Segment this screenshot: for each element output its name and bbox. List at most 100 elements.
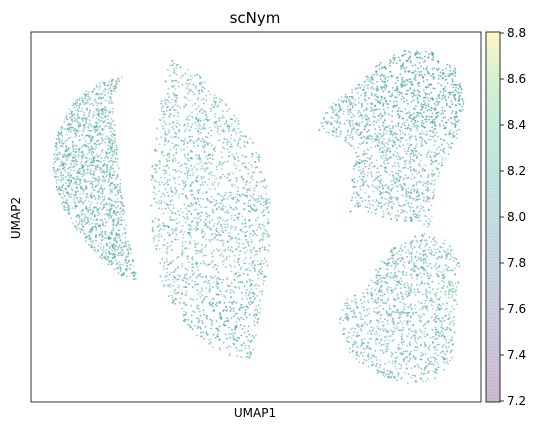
umap-point [371, 135, 374, 138]
umap-point [91, 164, 93, 167]
umap-point [408, 78, 411, 81]
umap-point [422, 193, 424, 196]
umap-point [100, 233, 103, 236]
umap-point [228, 154, 230, 157]
umap-point [233, 343, 236, 346]
umap-point [116, 236, 119, 238]
umap-point [195, 261, 198, 264]
umap-point [195, 73, 198, 76]
umap-point [234, 214, 237, 217]
umap-point [389, 139, 392, 142]
umap-point [66, 199, 68, 202]
umap-point [96, 85, 98, 88]
umap-point [157, 239, 160, 242]
umap-point [175, 101, 177, 103]
umap-point [364, 126, 366, 128]
umap-point [345, 136, 347, 139]
umap-point [230, 214, 233, 217]
umap-point [162, 105, 164, 108]
umap-point [251, 224, 254, 227]
umap-point [62, 190, 65, 192]
umap-point [404, 67, 406, 70]
umap-point [72, 199, 75, 201]
umap-point [255, 250, 257, 253]
umap-point [250, 288, 253, 291]
umap-point [355, 156, 358, 158]
umap-point [240, 292, 243, 294]
umap-point [237, 156, 239, 159]
umap-point [254, 199, 257, 202]
umap-point [401, 194, 404, 197]
umap-point [235, 346, 238, 349]
umap-point [359, 169, 362, 172]
umap-point [120, 246, 123, 249]
umap-point [74, 226, 77, 229]
umap-point [375, 171, 378, 174]
umap-point [364, 84, 366, 86]
umap-point [431, 120, 434, 123]
umap-point [454, 89, 457, 92]
umap-point [218, 133, 221, 136]
umap-point [164, 169, 167, 172]
umap-point [263, 209, 265, 212]
umap-point [101, 139, 104, 142]
umap-point [152, 240, 155, 243]
umap-point [391, 139, 394, 142]
umap-point [100, 171, 103, 174]
umap-point [116, 263, 119, 266]
umap-point [87, 209, 90, 211]
umap-point [129, 248, 132, 250]
umap-point [210, 323, 213, 326]
umap-point [458, 96, 461, 98]
umap-point [218, 163, 221, 166]
umap-point [216, 248, 218, 251]
umap-point [201, 248, 204, 251]
umap-point [440, 112, 443, 115]
umap-point [223, 295, 225, 297]
umap-point [262, 204, 265, 207]
umap-point [187, 323, 189, 326]
umap-point [94, 249, 96, 252]
umap-point [151, 165, 154, 168]
umap-point [111, 112, 114, 115]
umap-point [113, 255, 116, 258]
umap-point [196, 113, 199, 115]
umap-point [371, 175, 373, 178]
umap-point [442, 124, 445, 127]
umap-point [422, 76, 424, 78]
umap-point [158, 202, 160, 205]
umap-point [432, 195, 435, 198]
umap-point [375, 121, 378, 124]
umap-point [426, 198, 429, 200]
umap-point [111, 110, 114, 113]
umap-point [391, 200, 393, 203]
umap-point [82, 209, 84, 211]
umap-point [437, 111, 440, 114]
umap-point [404, 202, 407, 205]
umap-point [79, 102, 81, 105]
umap-point [228, 125, 231, 128]
umap-point [229, 289, 232, 291]
umap-point [65, 191, 68, 194]
umap-point [377, 115, 380, 117]
umap-point [243, 259, 245, 262]
umap-point [210, 321, 213, 324]
umap-point [173, 281, 176, 283]
umap-point [406, 176, 409, 179]
umap-point [84, 102, 87, 105]
umap-point [84, 140, 87, 143]
umap-point [335, 131, 338, 134]
umap-point [268, 198, 270, 201]
umap-point [161, 110, 163, 113]
umap-point [174, 212, 177, 215]
umap-point [155, 201, 157, 204]
umap-point [215, 268, 218, 271]
umap-point [384, 88, 387, 91]
umap-point [104, 115, 107, 118]
umap-point [228, 108, 231, 111]
umap-point [241, 298, 244, 300]
umap-point [95, 143, 98, 146]
umap-point [194, 242, 196, 245]
umap-point [332, 117, 334, 119]
umap-point [385, 171, 388, 174]
